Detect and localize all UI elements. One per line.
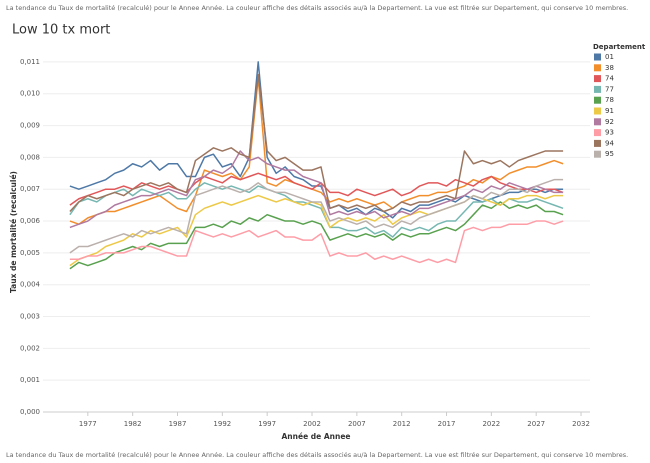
- x-tick-label: 2027: [527, 420, 545, 428]
- x-tick-label: 2032: [572, 420, 590, 428]
- y-tick-label: 0,007: [20, 185, 40, 193]
- x-tick-label: 2007: [348, 420, 366, 428]
- y-tick-label: 0,008: [20, 153, 40, 161]
- series-line: [69, 73, 564, 213]
- legend-swatch: [594, 139, 601, 147]
- series-line: [69, 150, 564, 229]
- y-tick-label: 0,002: [20, 344, 40, 352]
- legend-swatch: [594, 96, 601, 104]
- legend-label: 38: [605, 64, 614, 72]
- legend-swatch: [594, 64, 601, 72]
- x-tick-label: 1992: [213, 420, 231, 428]
- legend-label: 93: [605, 129, 614, 137]
- x-axis-label: Année de Annee: [282, 432, 351, 441]
- legend-swatch: [594, 129, 601, 137]
- legend-swatch: [594, 85, 601, 93]
- legend-label: 78: [605, 96, 614, 104]
- legend-label: 95: [605, 150, 614, 158]
- y-axis-label: Taux de mortalité (recalculé): [9, 171, 18, 293]
- x-tick-label: 2022: [482, 420, 500, 428]
- y-tick-label: 0,005: [20, 249, 40, 257]
- series-line: [69, 220, 564, 264]
- x-tick-label: 1982: [124, 420, 142, 428]
- legend-label: 77: [605, 85, 614, 93]
- legend-label: 91: [605, 107, 614, 115]
- legend-label: 74: [605, 75, 614, 83]
- x-tick-label: 2002: [303, 420, 321, 428]
- y-tick-label: 0,001: [20, 376, 40, 384]
- legend-swatch: [594, 53, 601, 61]
- y-tick-label: 0,003: [20, 313, 40, 321]
- series-line: [69, 178, 564, 254]
- legend-label: 01: [605, 53, 614, 61]
- y-tick-label: 0,004: [20, 281, 41, 289]
- y-tick-label: 0,011: [20, 58, 40, 66]
- chart-title: Low 10 tx mort: [12, 23, 110, 38]
- y-tick-label: 0,009: [20, 122, 40, 130]
- legend-swatch: [594, 75, 601, 83]
- legend-swatch: [594, 107, 601, 115]
- legend-swatch: [594, 118, 601, 126]
- y-tick-label: 0,010: [20, 90, 40, 98]
- legend-title: Departement: [593, 43, 646, 51]
- x-tick-label: 1977: [79, 420, 97, 428]
- legend-label: 92: [605, 118, 614, 126]
- series-line: [69, 172, 564, 206]
- series-line: [69, 201, 564, 270]
- x-tick-label: 1987: [169, 420, 187, 428]
- series-line: [69, 77, 564, 225]
- series-line: [69, 182, 564, 238]
- legend-swatch: [594, 150, 601, 158]
- y-tick-label: 0,006: [20, 217, 41, 225]
- x-tick-label: 2017: [438, 420, 456, 428]
- header-caption: La tendance du Taux de mortalité (recalc…: [6, 4, 628, 12]
- legend-label: 94: [605, 139, 614, 147]
- x-tick-label: 2012: [393, 420, 411, 428]
- x-tick-label: 1997: [258, 420, 276, 428]
- y-tick-label: 0,000: [20, 408, 40, 416]
- footer-caption: La tendance du Taux de mortalité (recalc…: [6, 451, 628, 459]
